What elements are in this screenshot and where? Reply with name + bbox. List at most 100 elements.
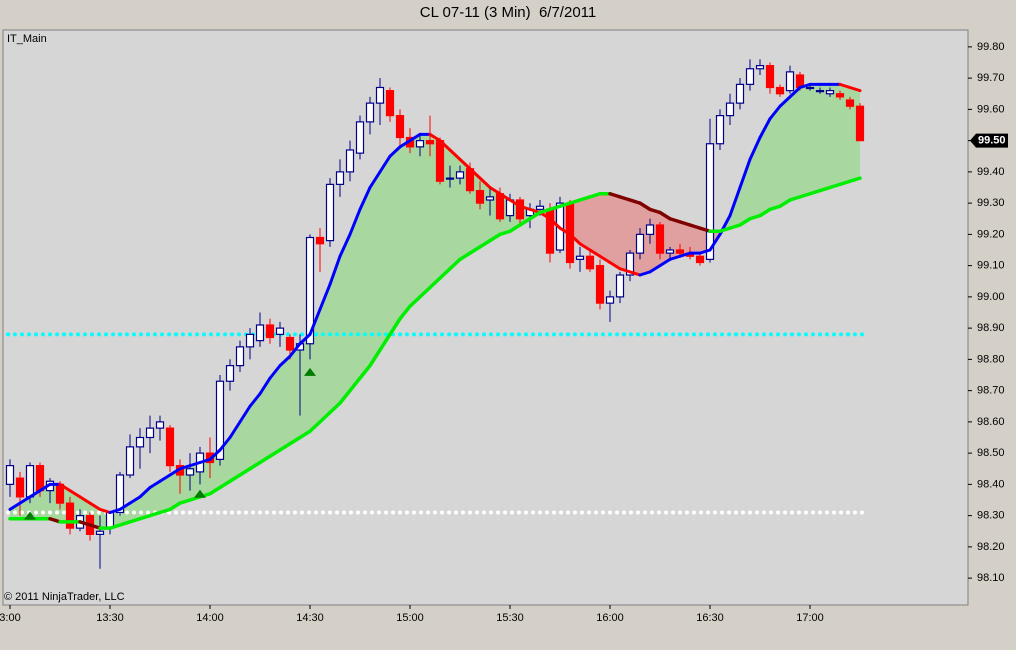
- ma-fill: [610, 193, 620, 269]
- fast-ma-segment: [578, 242, 592, 252]
- slow-ma-segment: [758, 207, 772, 218]
- candle-body: [655, 224, 665, 254]
- ma-fill: [480, 178, 490, 247]
- candle-body: [335, 171, 345, 185]
- ma-fill: [740, 159, 750, 225]
- slow-ma-segment: [278, 442, 292, 452]
- chart-title: CL 07-11 (3 Min) 6/7/2011: [420, 4, 596, 21]
- candle-body: [825, 90, 835, 95]
- fast-ma-segment: [258, 376, 272, 396]
- slow-ma-segment: [218, 479, 232, 490]
- fast-ma-segment: [268, 364, 282, 380]
- slow-ma-segment: [848, 176, 862, 183]
- ma-fill: [380, 156, 390, 350]
- fast-ma-segment: [648, 264, 662, 274]
- slow-ma-segment: [638, 201, 652, 212]
- candle-body: [585, 255, 595, 270]
- y-tick-label: 99.60: [977, 103, 1005, 115]
- ma-fill: [370, 171, 380, 366]
- y-tick-label: 99.80: [977, 41, 1005, 53]
- ma-fill: [760, 118, 770, 216]
- slow-ma-segment: [418, 285, 432, 299]
- y-tick-label: 98.50: [977, 447, 1005, 459]
- ma-fill: [830, 84, 840, 188]
- signal-triangle: [24, 511, 36, 520]
- x-tick-label: 3:00: [0, 612, 21, 624]
- ma-fill: [360, 187, 370, 379]
- candle-body: [785, 71, 795, 92]
- fast-ma-segment: [88, 501, 102, 511]
- fast-ma-segment: [58, 482, 72, 493]
- candle-body: [615, 274, 625, 298]
- slow-ma-segment: [308, 420, 322, 433]
- candle-body: [695, 255, 705, 264]
- ma-fill: [290, 343, 300, 444]
- fast-ma-segment: [408, 132, 422, 143]
- ma-fill: [580, 196, 590, 250]
- candle-body: [365, 102, 375, 123]
- ma-fill: [680, 221, 690, 257]
- ma-fill: [770, 106, 780, 210]
- fast-ma-segment: [38, 482, 52, 493]
- y-tick-label: 99.40: [977, 166, 1005, 178]
- ma-fill: [780, 96, 790, 207]
- fast-ma-segment: [658, 257, 672, 268]
- fast-ma-segment: [508, 198, 522, 208]
- last-price-box: [970, 133, 1008, 148]
- slow-ma-segment: [488, 232, 502, 243]
- ma-fill: [640, 203, 650, 275]
- candle-body: [15, 477, 25, 498]
- y-tick-label: 98.70: [977, 385, 1005, 397]
- fast-ma-segment: [398, 139, 412, 149]
- slow-ma-segment: [208, 485, 222, 496]
- candle-body: [625, 252, 635, 276]
- slow-ma-segment: [738, 217, 752, 227]
- slow-ma-segment: [518, 217, 532, 227]
- slow-ma-segment: [448, 257, 462, 271]
- y-tick-label: 98.30: [977, 510, 1005, 522]
- fast-ma-segment: [28, 489, 42, 499]
- ma-fill: [690, 225, 700, 254]
- candle-body: [755, 65, 765, 70]
- y-tick-label: 99.10: [977, 260, 1005, 272]
- ma-fill: [810, 84, 820, 194]
- candle-body: [455, 171, 465, 179]
- fast-ma-segment: [108, 507, 122, 514]
- candle-body: [125, 446, 135, 476]
- ma-fill: [230, 421, 240, 482]
- x-tick-label: 15:00: [396, 612, 424, 624]
- ma-fill: [350, 209, 360, 391]
- fast-ma-segment: [768, 104, 782, 121]
- y-tick-label: 99.20: [977, 228, 1005, 240]
- slow-ma-segment: [398, 304, 412, 321]
- y-tick-label: 99.30: [977, 197, 1005, 209]
- y-tick-label: 98.80: [977, 353, 1005, 365]
- fast-ma-segment: [308, 307, 322, 336]
- candle-body: [475, 190, 485, 204]
- candle-body: [315, 236, 325, 245]
- candle-body: [835, 93, 845, 98]
- fast-ma-segment: [848, 86, 862, 93]
- fast-ma-segment: [378, 154, 392, 174]
- x-tick-label: 17:00: [796, 612, 824, 624]
- candle-body: [245, 333, 255, 348]
- candle-body: [775, 86, 785, 95]
- fast-ma-segment: [388, 145, 402, 158]
- fast-ma-segment: [458, 157, 472, 171]
- fast-ma-segment: [428, 132, 442, 143]
- fast-ma-segment: [178, 464, 192, 471]
- candle-body: [735, 83, 745, 104]
- slow-ma-segment: [228, 473, 242, 483]
- y-tick-label: 99.70: [977, 72, 1005, 84]
- fast-ma-segment: [518, 204, 532, 211]
- candle-body: [665, 249, 675, 254]
- candle-body: [345, 149, 355, 173]
- y-tick-label: 98.10: [977, 572, 1005, 584]
- fast-ma-segment: [148, 479, 162, 489]
- fast-ma-segment: [798, 82, 812, 89]
- ma-fill: [800, 84, 810, 197]
- last-price-label: 99.50: [978, 135, 1006, 147]
- slow-ma-segment: [438, 267, 452, 280]
- ma-fill: [160, 475, 170, 513]
- x-tick-label: 14:00: [196, 612, 224, 624]
